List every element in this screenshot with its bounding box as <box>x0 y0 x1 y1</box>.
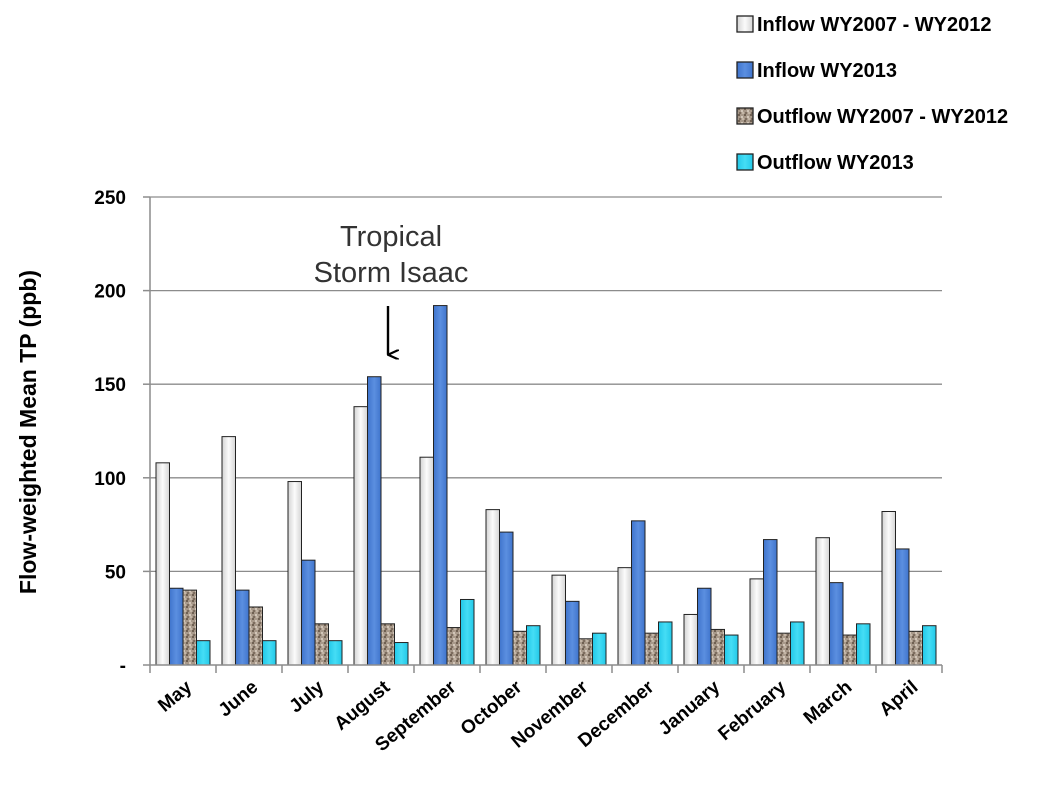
bar-inflow-wy2007-wy2012-august <box>353 406 368 666</box>
bar-outflow-wy2013-may <box>196 640 211 666</box>
legend-swatch-outflow-wy2013 <box>736 153 754 171</box>
bar-outflow-wy2013-february <box>790 621 805 666</box>
bars <box>155 305 937 666</box>
bar-outflow-wy2007-wy2012-september <box>446 627 461 666</box>
annotation-line-2: Storm Isaac <box>314 257 469 289</box>
x-tick-label-july: July <box>286 676 329 717</box>
legend-swatch-outflow-wy2007-wy2012 <box>736 107 754 125</box>
bar-outflow-wy2013-july <box>328 640 343 666</box>
bar-inflow-wy2013-june <box>235 589 250 666</box>
y-axis-title: Flow-weighted Mean TP (ppb) <box>15 270 41 594</box>
x-tick-label-june: June <box>215 677 262 722</box>
bar-outflow-wy2013-march <box>856 623 871 666</box>
y-tick-label-200: 200 <box>94 282 126 303</box>
annotation-line-1: Tropical <box>340 221 442 253</box>
bar-inflow-wy2007-wy2012-september <box>419 456 434 666</box>
y-tick-label-50: 50 <box>105 562 126 583</box>
bar-outflow-wy2007-wy2012-june <box>248 606 263 666</box>
bar-outflow-wy2007-wy2012-november <box>578 638 593 666</box>
y-tick-labels: - 50 100 150 200 250 <box>94 188 126 677</box>
bar-outflow-wy2007-wy2012-february <box>776 632 791 666</box>
bar-inflow-wy2007-wy2012-october <box>485 509 500 666</box>
bar-outflow-wy2007-wy2012-january <box>710 628 725 666</box>
bar-inflow-wy2013-december <box>631 520 646 666</box>
bar-outflow-wy2013-april <box>922 625 937 666</box>
legend: Inflow WY2007 - WY2012 Inflow WY2013 Outfl… <box>736 14 1008 174</box>
bar-inflow-wy2013-november <box>565 600 580 666</box>
x-tick-label-february: February <box>714 676 790 745</box>
x-tick-labels: May June July AugustSeptemberOctoberNovembe… <box>154 676 922 756</box>
bar-inflow-wy2013-august <box>367 376 382 666</box>
bar-inflow-wy2007-wy2012-april <box>881 510 896 666</box>
axes <box>143 196 943 673</box>
bar-inflow-wy2007-wy2012-february <box>749 578 764 666</box>
x-tick-label-may: May <box>154 676 196 716</box>
bar-outflow-wy2013-december <box>658 621 673 666</box>
x-tick-label-april: April <box>876 677 923 721</box>
bar-outflow-wy2013-september <box>460 598 475 666</box>
legend-label-inflow-wy2013: Inflow WY2013 <box>757 60 897 82</box>
x-tick-label-august: August <box>331 676 395 735</box>
bar-inflow-wy2007-wy2012-november <box>551 574 566 666</box>
legend-label-outflow-wy2013: Outflow WY2013 <box>757 152 914 174</box>
y-tick-label-0: - <box>120 656 126 677</box>
bar-inflow-wy2013-may <box>169 587 184 666</box>
bar-outflow-wy2013-november <box>592 632 607 666</box>
bar-inflow-wy2007-wy2012-june <box>221 436 236 666</box>
gridlines <box>150 196 942 573</box>
bar-outflow-wy2007-wy2012-august <box>380 623 395 666</box>
y-tick-label-150: 150 <box>94 375 126 396</box>
bar-inflow-wy2013-september <box>433 305 448 666</box>
bar-outflow-wy2007-wy2012-april <box>908 630 923 666</box>
annotation-tropical-storm-isaac: Tropical Storm Isaac <box>314 221 469 355</box>
y-tick-label-250: 250 <box>94 188 126 209</box>
bar-inflow-wy2007-wy2012-march <box>815 537 830 666</box>
bar-outflow-wy2013-june <box>262 640 277 666</box>
legend-swatch-inflow-wy2007-wy2012 <box>736 15 754 33</box>
bar-inflow-wy2013-july <box>301 559 316 666</box>
bar-inflow-wy2013-october <box>499 531 514 666</box>
bar-outflow-wy2007-wy2012-december <box>644 632 659 666</box>
bar-inflow-wy2007-wy2012-july <box>287 481 302 666</box>
bar-outflow-wy2007-wy2012-march <box>842 634 857 666</box>
bar-outflow-wy2007-wy2012-may <box>182 589 197 666</box>
x-tick-label-march: March <box>800 677 856 729</box>
bar-inflow-wy2013-april <box>895 548 910 666</box>
bar-inflow-wy2013-february <box>763 539 778 666</box>
bar-outflow-wy2013-august <box>394 642 409 666</box>
bar-inflow-wy2013-march <box>829 582 844 666</box>
legend-label-inflow-wy2007-wy2012: Inflow WY2007 - WY2012 <box>757 14 992 36</box>
x-tick-label-january: January <box>655 676 725 739</box>
legend-label-outflow-wy2007-wy2012: Outflow WY2007 - WY2012 <box>757 106 1008 128</box>
bar-inflow-wy2007-wy2012-january <box>683 613 698 666</box>
bar-inflow-wy2007-wy2012-may <box>155 462 170 666</box>
bar-outflow-wy2007-wy2012-july <box>314 623 329 666</box>
bar-inflow-wy2007-wy2012-december <box>617 567 632 666</box>
bar-outflow-wy2013-january <box>724 634 739 666</box>
legend-swatch-inflow-wy2013 <box>736 61 754 79</box>
y-tick-label-100: 100 <box>94 469 126 490</box>
bar-inflow-wy2013-january <box>697 587 712 666</box>
bar-outflow-wy2007-wy2012-october <box>512 630 527 666</box>
bar-outflow-wy2013-october <box>526 625 541 666</box>
